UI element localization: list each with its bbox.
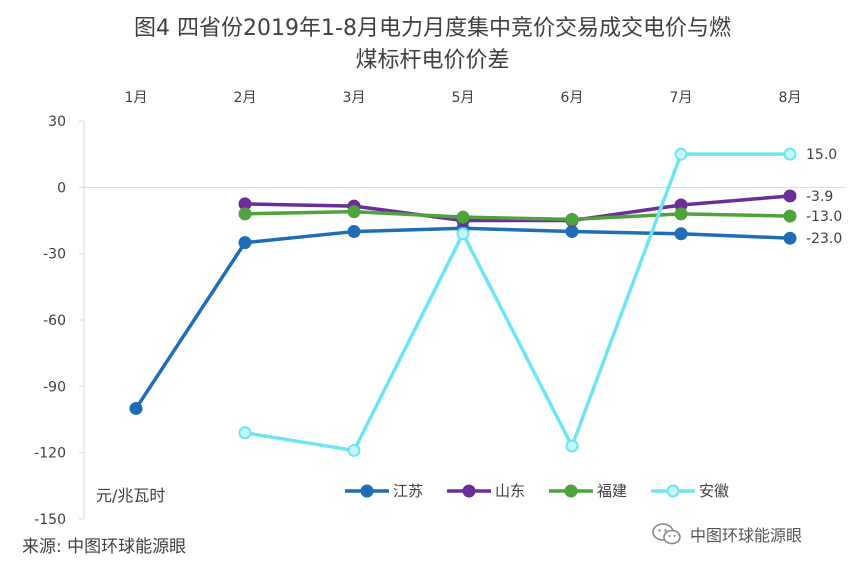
data-point — [783, 189, 797, 203]
series-line-福建 — [244, 209, 791, 222]
data-point — [565, 225, 579, 239]
legend-label: 江苏 — [393, 482, 424, 500]
data-label: -23.0 — [806, 231, 842, 247]
y-axis-unit-label: 元/兆瓦时 — [96, 486, 166, 505]
x-category-label: 3月 — [343, 90, 366, 106]
y-tick-label: 0 — [57, 180, 66, 196]
watermark: 中图环球能源眼 — [652, 522, 802, 546]
data-point — [129, 401, 143, 415]
y-tick-label: -90 — [43, 379, 66, 395]
data-label: 15.0 — [806, 147, 837, 163]
series-line-江苏 — [134, 226, 791, 410]
legend-item: 福建 — [549, 480, 627, 501]
data-point — [347, 443, 361, 457]
y-tick-label: -30 — [43, 247, 66, 263]
data-point — [674, 207, 688, 221]
legend-swatch — [447, 484, 492, 497]
chart-legend: 江苏 山东 福建 安徽 — [345, 480, 753, 501]
data-point — [456, 227, 470, 241]
data-point — [238, 426, 252, 440]
x-category-label: 6月 — [561, 90, 584, 106]
source-note: 来源: 中图环球能源眼 — [22, 537, 187, 557]
data-point — [783, 209, 797, 223]
data-point — [565, 212, 579, 226]
series-line-安徽 — [244, 152, 790, 453]
legend-label: 福建 — [597, 482, 628, 500]
data-point — [238, 207, 252, 221]
series-line-山东 — [244, 194, 791, 223]
data-point — [783, 231, 797, 245]
x-category-label: 5月 — [452, 90, 475, 106]
data-point — [783, 147, 797, 161]
data-point — [674, 147, 688, 161]
data-point — [456, 210, 470, 224]
data-point — [347, 225, 361, 239]
x-category-label: 1月 — [125, 90, 148, 106]
x-category-label: 2月 — [234, 90, 257, 106]
x-category-label: 7月 — [670, 90, 693, 106]
x-category-label: 8月 — [779, 90, 802, 106]
legend-swatch — [345, 484, 389, 497]
legend-swatch — [651, 484, 696, 497]
y-tick-label: 30 — [48, 114, 66, 130]
y-tick-label: -150 — [34, 512, 66, 528]
legend-label: 山东 — [495, 482, 526, 500]
watermark-text: 中图环球能源眼 — [690, 526, 803, 545]
chart-title-line-1: 图4 四省份2019年1-8月电力月度集中竞价交易成交电价与燃 — [134, 16, 731, 41]
data-label: -3.9 — [806, 189, 833, 205]
legend-item: 山东 — [447, 480, 525, 501]
data-label: -13.0 — [806, 209, 842, 225]
y-tick-label: -120 — [34, 446, 66, 462]
wechat-icon — [652, 523, 681, 545]
data-point — [565, 439, 579, 453]
y-tick-label: -60 — [43, 313, 66, 329]
legend-item: 江苏 — [345, 480, 423, 501]
data-point — [674, 227, 688, 241]
chart-title-line-2: 煤标杆电价价差 — [355, 48, 510, 73]
legend-item: 安徽 — [651, 480, 729, 501]
legend-label: 安徽 — [699, 482, 730, 500]
data-point — [238, 236, 252, 250]
data-point — [347, 205, 361, 219]
legend-swatch — [549, 484, 594, 497]
